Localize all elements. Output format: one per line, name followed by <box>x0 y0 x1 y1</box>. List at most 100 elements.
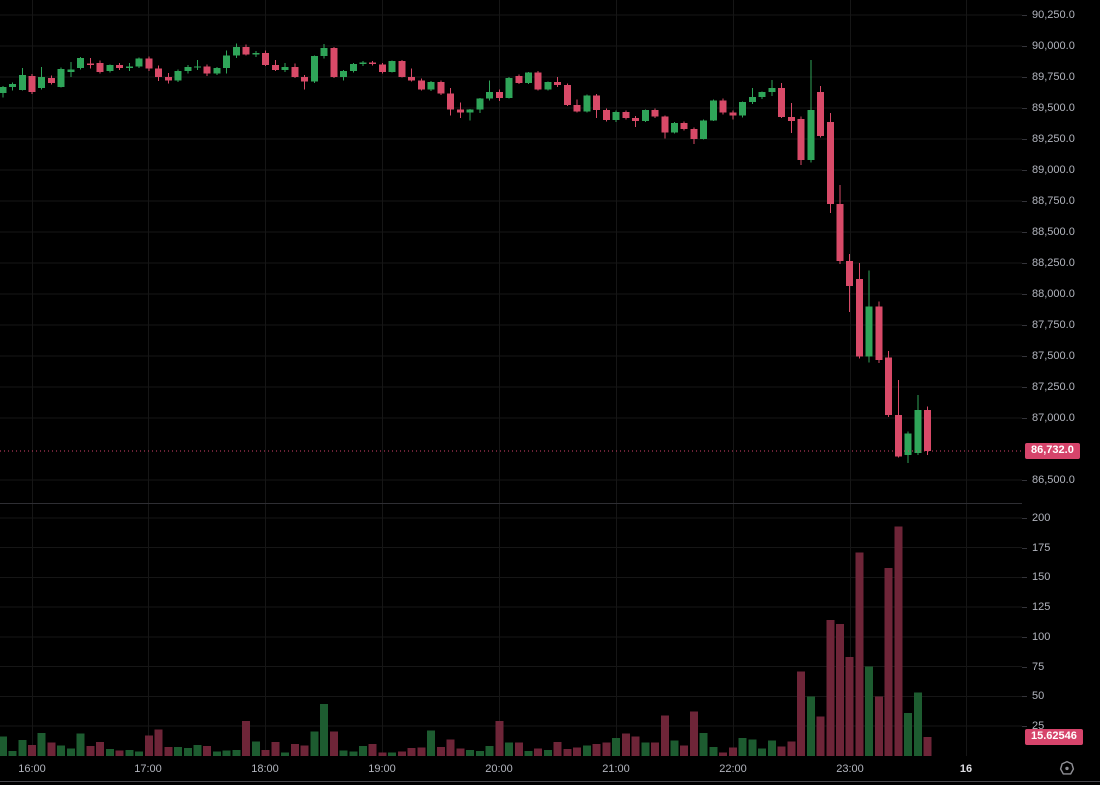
volume-bar <box>738 737 747 756</box>
volume-axis-tick <box>1022 725 1027 727</box>
candle-body <box>67 69 75 73</box>
volume-bar <box>670 740 679 756</box>
candle-body <box>349 63 357 71</box>
volume-bar <box>271 741 280 756</box>
candle-body <box>242 47 250 55</box>
price-axis-tick <box>1022 232 1027 233</box>
candle-body <box>125 66 133 69</box>
time-axis-label: 23:00 <box>836 763 864 775</box>
volume-bar <box>563 749 572 756</box>
candle-body <box>739 102 747 116</box>
chart-plot-area[interactable] <box>0 0 1022 757</box>
candle-body <box>310 56 318 82</box>
volume-axis-label: 50 <box>1032 690 1045 703</box>
candle-body <box>865 306 873 357</box>
candle-body <box>583 95 591 112</box>
volume-bar <box>242 721 251 756</box>
candle-body <box>476 98 484 110</box>
candle-body <box>894 415 902 457</box>
price-axis-tick <box>1022 263 1027 264</box>
candle-body <box>632 117 640 121</box>
candle-body <box>807 109 815 161</box>
candle-body <box>301 77 309 82</box>
volume-bar <box>66 748 75 756</box>
volume-bar <box>135 751 144 756</box>
candle-body <box>417 80 425 90</box>
volume-bar <box>602 742 611 756</box>
candle-body <box>9 83 17 87</box>
volume-bar <box>0 736 7 756</box>
candle-body <box>690 128 698 139</box>
volume-bar <box>514 742 523 756</box>
candle-body <box>0 86 7 94</box>
time-axis-label: 17:00 <box>134 763 162 775</box>
volume-bar <box>125 749 134 756</box>
volume-axis-tick <box>1022 666 1027 668</box>
candle-body <box>213 68 221 74</box>
price-axis-tick <box>1022 480 1027 481</box>
candle-body <box>622 111 630 118</box>
volume-bar <box>904 712 913 756</box>
volume-bar <box>582 745 591 756</box>
volume-bar <box>709 746 718 756</box>
candle-body <box>388 61 396 72</box>
volume-bar <box>699 733 708 756</box>
gear-center-dot <box>1065 766 1069 771</box>
candle-body <box>262 52 270 66</box>
pane-divider[interactable] <box>0 503 1100 504</box>
volume-bar <box>203 746 212 756</box>
price-axis-label: 90,250.0 <box>1032 9 1075 21</box>
candle-body <box>96 62 104 73</box>
candle-body <box>534 72 542 90</box>
volume-bar <box>612 737 621 756</box>
candle-body <box>563 85 571 105</box>
time-axis-label: 21:00 <box>602 763 630 775</box>
volume-bar <box>573 747 582 756</box>
volume-bar <box>534 748 543 756</box>
volume-bar <box>212 751 221 756</box>
time-axis-label: 16:00 <box>18 763 46 775</box>
time-axis-label: 19:00 <box>368 763 396 775</box>
volume-bar <box>651 742 660 756</box>
candle-body <box>846 261 854 286</box>
price-axis-tick <box>1022 139 1027 140</box>
candle-body <box>651 110 659 117</box>
volume-bar <box>806 696 815 756</box>
volume-bar <box>543 749 552 756</box>
volume-bar <box>816 716 825 756</box>
candle-body <box>914 410 922 454</box>
candle-body <box>885 357 893 416</box>
volume-axis-tick <box>1022 607 1027 609</box>
price-axis-label: 88,000.0 <box>1032 288 1075 300</box>
bottom-border <box>0 781 1100 782</box>
volume-bar <box>689 711 698 756</box>
volume-bar <box>47 742 56 756</box>
candle-body <box>145 58 153 69</box>
candle-body <box>427 81 435 90</box>
volume-bar <box>621 733 630 756</box>
price-axis-tick <box>1022 325 1027 326</box>
volume-bar <box>592 743 601 756</box>
axis-settings-gear-icon[interactable] <box>1057 759 1077 779</box>
candle-body <box>291 67 299 77</box>
time-axis[interactable]: 16:00 17:00 18:00 19:00 20:00 21:00 22:00 23:00… <box>0 757 1100 785</box>
volume-axis-label: 125 <box>1032 601 1051 614</box>
volume-bar <box>719 752 728 756</box>
candle-body <box>359 62 367 64</box>
volume-bar <box>874 696 883 756</box>
price-axis-tick <box>1022 15 1027 16</box>
candle-body <box>86 63 94 65</box>
candle-body <box>164 76 172 81</box>
volume-bar <box>923 737 932 756</box>
volume-axis-tick <box>1022 547 1027 549</box>
candle-body <box>836 203 844 262</box>
last-volume-tag: 15.62546 <box>1025 729 1083 746</box>
candle-body <box>768 88 776 93</box>
candle-body <box>524 72 532 84</box>
volume-bar <box>553 742 562 756</box>
candle-body <box>817 92 825 137</box>
candle-body <box>184 67 192 71</box>
volume-bar <box>251 741 260 756</box>
gear-outline <box>1059 760 1075 775</box>
price-axis[interactable]: 90,250.0 90,000.0 89,750.0 89,500.0 89,250.0… <box>1022 0 1100 757</box>
